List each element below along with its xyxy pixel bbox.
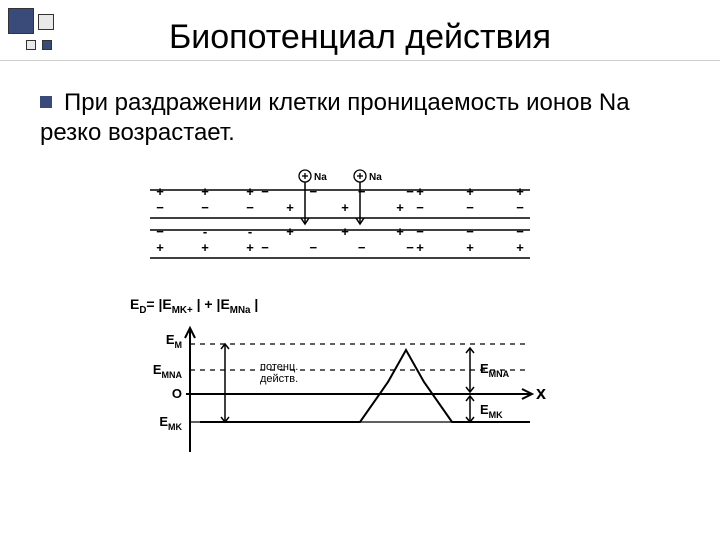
svg-text:−: − (406, 184, 414, 199)
svg-text:Na: Na (314, 172, 327, 183)
svg-text:−: − (156, 200, 164, 215)
svg-text:+: + (416, 240, 424, 255)
bullet-square-icon (40, 96, 52, 108)
svg-text:+: + (156, 240, 164, 255)
svg-text:−: − (261, 240, 269, 255)
svg-text:+: + (286, 224, 294, 239)
svg-text:EM: EM (166, 332, 182, 350)
svg-text:O: O (172, 386, 182, 401)
svg-text:+: + (516, 240, 524, 255)
bullet-text: При раздражении клетки проницаемость ион… (40, 89, 630, 146)
svg-text:EMK: EMK (159, 414, 182, 432)
svg-text:−: − (246, 200, 254, 215)
svg-text:+: + (201, 240, 209, 255)
slide: Биопотенциал действия При раздражении кл… (0, 0, 720, 540)
svg-text:−: − (358, 240, 366, 255)
svg-text:−: − (261, 184, 269, 199)
svg-text:+: + (396, 200, 404, 215)
svg-text:x: x (536, 383, 546, 403)
svg-text:−: − (466, 224, 474, 239)
svg-text:−: − (201, 200, 209, 215)
svg-text:−: − (416, 224, 424, 239)
svg-text:+: + (416, 184, 424, 199)
svg-text:+: + (246, 240, 254, 255)
svg-text:+: + (466, 240, 474, 255)
bullet-line: При раздражении клетки проницаемость ион… (40, 88, 680, 148)
svg-text:−: − (406, 240, 414, 255)
svg-text:EMNA: EMNA (153, 362, 183, 380)
svg-text:EMK: EMK (480, 402, 503, 420)
svg-text:−: − (516, 224, 524, 239)
svg-text:+: + (341, 200, 349, 215)
svg-text:Na: Na (369, 172, 382, 183)
svg-text:+: + (466, 184, 474, 199)
svg-text:+: + (286, 200, 294, 215)
membrane-diagram: +++−−−−+++−−−+++−−−−--+++−−−+++−−−−+++Na… (130, 168, 550, 278)
svg-text:-: - (203, 224, 207, 239)
svg-text:действ.: действ. (260, 373, 298, 385)
svg-text:−: − (310, 240, 318, 255)
svg-text:+: + (341, 224, 349, 239)
header-rule (0, 60, 720, 61)
svg-text:−: − (358, 184, 366, 199)
svg-text:−: − (466, 200, 474, 215)
diagrams-area: +++−−−−+++−−−+++−−−−--+++−−−+++−−−−+++Na… (130, 168, 590, 508)
svg-text:+: + (516, 184, 524, 199)
svg-text:+: + (156, 184, 164, 199)
svg-text:−: − (310, 184, 318, 199)
page-title: Биопотенциал действия (0, 18, 720, 57)
svg-text:−: − (156, 224, 164, 239)
svg-text:+: + (246, 184, 254, 199)
svg-text:+: + (201, 184, 209, 199)
formula-text: ED= |EMK+ | + |EMNa | (130, 296, 590, 316)
svg-text:потенц.: потенц. (260, 361, 298, 373)
svg-text:-: - (248, 224, 252, 239)
svg-text:+: + (396, 224, 404, 239)
svg-text:−: − (416, 200, 424, 215)
svg-text:−: − (516, 200, 524, 215)
svg-text:EMNA: EMNA (480, 361, 510, 379)
action-potential-chart: x EM EMNA O EMK потенц.действ. EMNA EMK (130, 322, 550, 482)
